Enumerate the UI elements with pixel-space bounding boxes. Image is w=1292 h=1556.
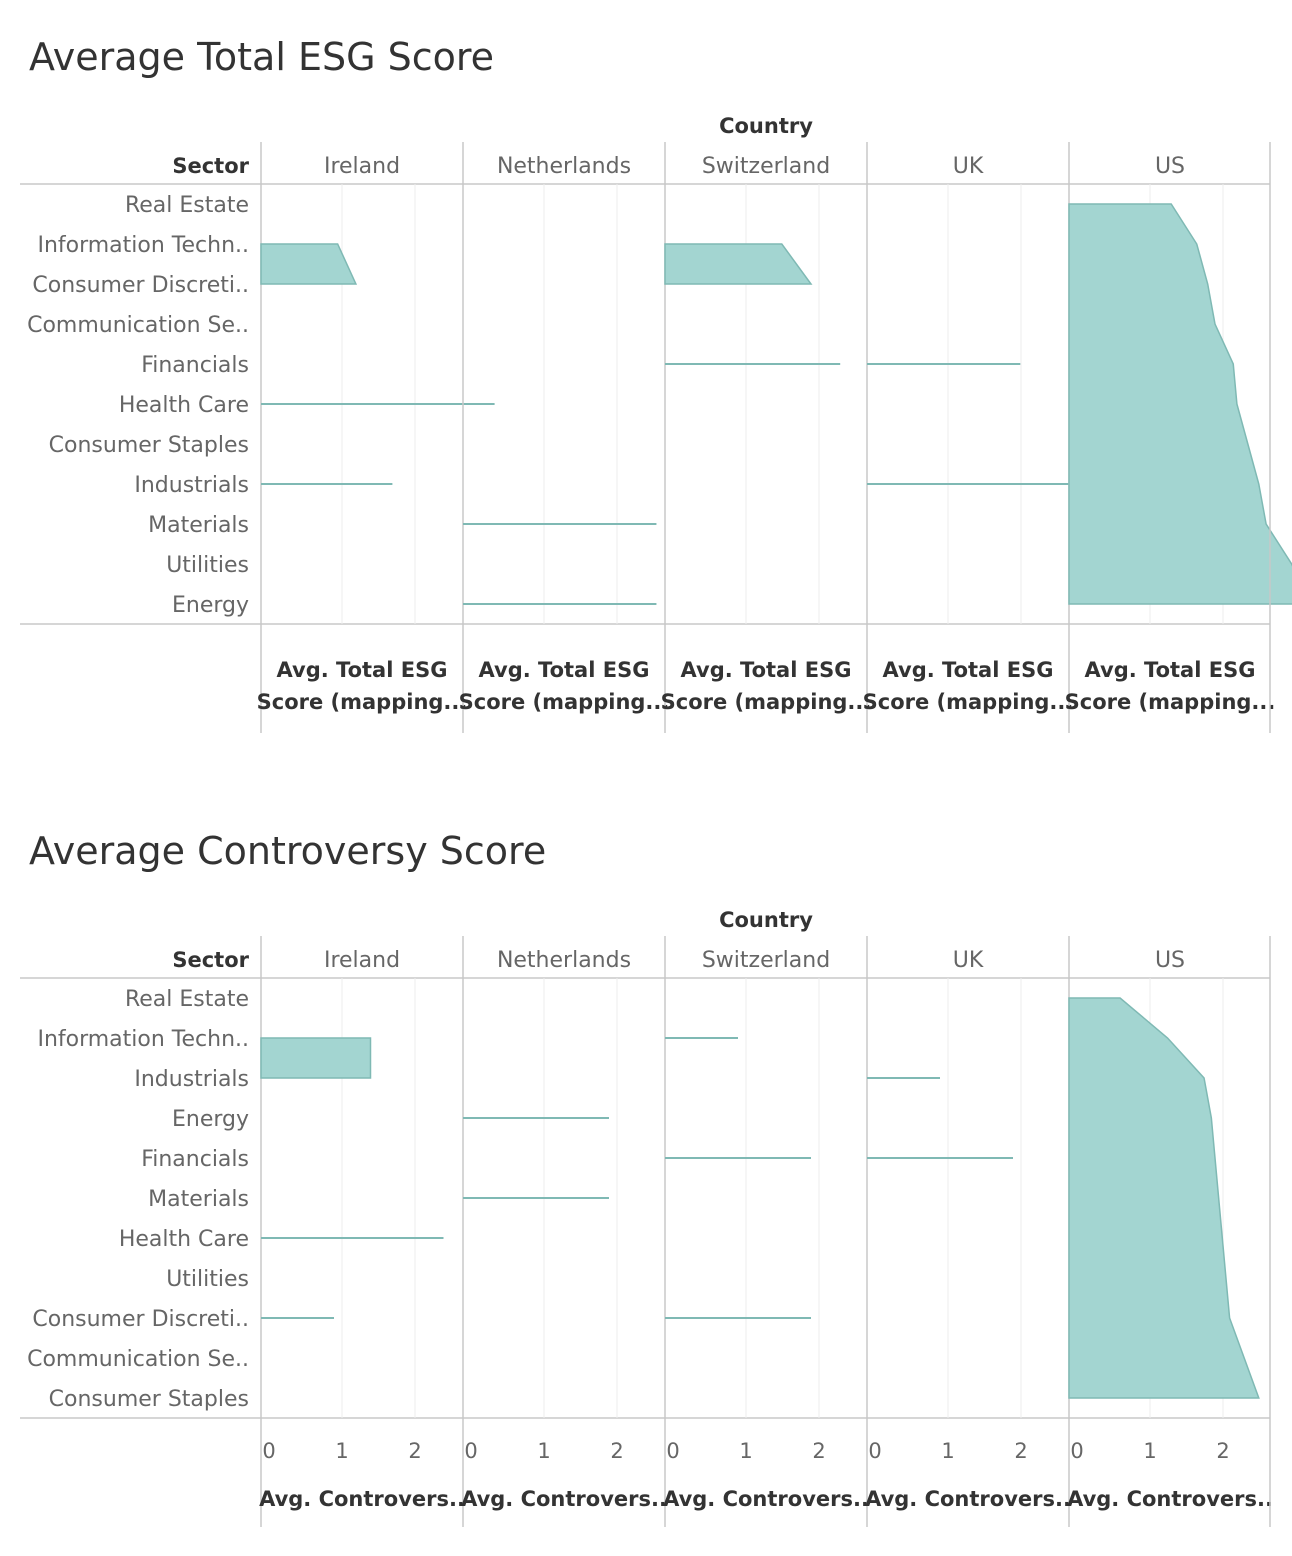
data-area — [260, 243, 358, 285]
sector-label: Financials — [141, 1147, 249, 1172]
country-label: UK — [953, 948, 984, 973]
x-tick-label: 2 — [408, 1439, 421, 1463]
axis-title-line: Avg. Total ESG — [883, 658, 1054, 682]
sector-label: Consumer Staples — [49, 433, 249, 458]
column-header: Country — [719, 114, 813, 138]
axis-title-line: Score (mapping... — [661, 690, 872, 714]
sector-label: Materials — [148, 1187, 249, 1212]
country-label: Netherlands — [497, 948, 631, 973]
axis-title-line: Avg. Controvers.. — [663, 1487, 869, 1511]
chart-title: Average Total ESG Score — [29, 35, 494, 79]
x-tick-label: 1 — [537, 1439, 550, 1463]
axis-title-line: Avg. Controvers.. — [1067, 1487, 1273, 1511]
sector-label: Utilities — [166, 553, 249, 578]
x-tick-label: 0 — [1070, 1439, 1083, 1463]
sector-label: Real Estate — [125, 193, 249, 218]
country-label: Netherlands — [497, 154, 631, 179]
sector-label: Consumer Staples — [49, 1387, 249, 1412]
country-label: Switzerland — [702, 948, 830, 973]
sector-label: Industrials — [134, 1067, 249, 1092]
sector-label: Communication Se.. — [27, 313, 249, 338]
data-area — [664, 243, 813, 285]
chart-title: Average Controversy Score — [29, 829, 546, 873]
sector-label: Consumer Discreti.. — [32, 273, 249, 298]
row-header: Sector — [172, 948, 249, 972]
x-tick-label: 0 — [262, 1439, 275, 1463]
sector-label: Industrials — [134, 473, 249, 498]
country-label: Switzerland — [702, 154, 830, 179]
axis-title-line: Avg. Controvers.. — [461, 1487, 667, 1511]
column-header: Country — [719, 908, 813, 932]
axis-title-line: Score (mapping... — [1065, 690, 1276, 714]
sector-label: Information Techn.. — [37, 1027, 249, 1052]
data-area — [1068, 997, 1260, 1399]
axis-title-line: Avg. Total ESG — [277, 658, 448, 682]
axis-title-line: Avg. Controvers.. — [865, 1487, 1071, 1511]
axis-title-line: Avg. Total ESG — [479, 658, 650, 682]
row-header: Sector — [172, 154, 249, 178]
x-tick-label: 1 — [739, 1439, 752, 1463]
x-tick-label: 1 — [1143, 1439, 1156, 1463]
data-area — [260, 1037, 372, 1079]
sector-label: Consumer Discreti.. — [32, 1307, 249, 1332]
country-label: Ireland — [324, 154, 400, 179]
x-tick-label: 2 — [1014, 1439, 1027, 1463]
sector-label: Materials — [148, 513, 249, 538]
country-label: US — [1155, 948, 1185, 973]
sector-label: Energy — [172, 593, 249, 618]
axis-title-line: Avg. Total ESG — [1085, 658, 1256, 682]
sector-label: Real Estate — [125, 987, 249, 1012]
sector-label: Financials — [141, 353, 249, 378]
data-area — [1068, 203, 1292, 605]
sector-label: Utilities — [166, 1267, 249, 1292]
axis-title-line: Score (mapping... — [863, 690, 1074, 714]
axis-title-line: Avg. Controvers.. — [259, 1487, 465, 1511]
x-tick-label: 1 — [941, 1439, 954, 1463]
sector-label: Communication Se.. — [27, 1347, 249, 1372]
country-label: UK — [953, 154, 984, 179]
x-tick-label: 1 — [335, 1439, 348, 1463]
x-tick-label: 0 — [666, 1439, 679, 1463]
sector-label: Energy — [172, 1107, 249, 1132]
x-tick-label: 2 — [610, 1439, 623, 1463]
sector-label: Health Care — [119, 1227, 249, 1252]
country-label: Ireland — [324, 948, 400, 973]
x-tick-label: 2 — [1216, 1439, 1229, 1463]
axis-title-line: Avg. Total ESG — [681, 658, 852, 682]
axis-title-line: Score (mapping... — [257, 690, 468, 714]
x-tick-label: 0 — [464, 1439, 477, 1463]
country-label: US — [1155, 154, 1185, 179]
axis-title-line: Score (mapping... — [459, 690, 670, 714]
sector-label: Information Techn.. — [37, 233, 249, 258]
sector-label: Health Care — [119, 393, 249, 418]
x-tick-label: 0 — [868, 1439, 881, 1463]
x-tick-label: 2 — [812, 1439, 825, 1463]
